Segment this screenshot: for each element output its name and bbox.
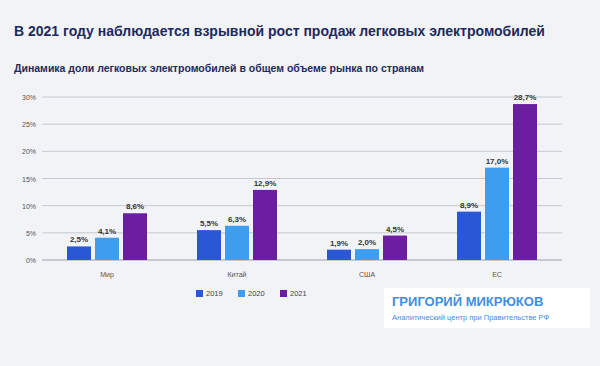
bar bbox=[67, 246, 91, 260]
data-label: 8,9% bbox=[460, 201, 478, 210]
tick-label: 10% bbox=[22, 203, 36, 210]
data-label: 6,3% bbox=[228, 215, 246, 224]
bar bbox=[95, 238, 119, 260]
grid-line bbox=[42, 124, 562, 125]
title: В 2021 году наблюдается взрывной рост пр… bbox=[14, 23, 545, 39]
grid-line bbox=[42, 260, 562, 261]
legend-label: 2020 bbox=[248, 289, 265, 298]
legend-label: 2021 bbox=[290, 289, 307, 298]
category-label: Китай bbox=[228, 271, 247, 278]
tick-label: 25% bbox=[22, 121, 36, 128]
tick-label: 15% bbox=[22, 176, 36, 183]
data-label: 2,0% bbox=[358, 238, 376, 247]
category-label: ЕС bbox=[492, 271, 502, 278]
bar bbox=[123, 213, 147, 260]
annotation: Аналитический центр при Правительстве РФ bbox=[392, 313, 550, 322]
bar bbox=[457, 212, 481, 260]
grid-line bbox=[42, 178, 562, 179]
legend-swatch bbox=[280, 290, 287, 297]
data-label: 4,5% bbox=[386, 225, 404, 234]
legend-label: 2019 bbox=[206, 289, 223, 298]
bar bbox=[485, 168, 509, 260]
grid-line bbox=[42, 205, 562, 206]
category-label: США bbox=[359, 271, 375, 278]
annotation: ГРИГОРИЙ МИКРЮКОВ bbox=[392, 294, 543, 309]
grid-line bbox=[42, 232, 562, 233]
data-label: 8,6% bbox=[126, 202, 144, 211]
grid-line bbox=[42, 97, 562, 98]
bar bbox=[225, 226, 249, 260]
chart: В 2021 году наблюдается взрывной рост пр… bbox=[0, 0, 600, 366]
legend-swatch bbox=[196, 290, 203, 297]
data-label: 4,1% bbox=[98, 227, 116, 236]
legend-swatch bbox=[238, 290, 245, 297]
bar bbox=[327, 250, 351, 260]
data-label: 5,5% bbox=[200, 219, 218, 228]
bar bbox=[253, 190, 277, 260]
data-label: 2,5% bbox=[70, 235, 88, 244]
tick-label: 20% bbox=[22, 148, 36, 155]
grid-line bbox=[42, 151, 562, 152]
tick-label: 30% bbox=[22, 94, 36, 101]
bar bbox=[355, 249, 379, 260]
background bbox=[0, 0, 600, 366]
data-label: 28,7% bbox=[514, 93, 537, 102]
subtitle: Динамика доли легковых электромобилей в … bbox=[14, 62, 424, 74]
data-label: 1,9% bbox=[330, 239, 348, 248]
bar bbox=[383, 236, 407, 260]
category-label: Мир bbox=[100, 271, 114, 279]
bar bbox=[513, 104, 537, 260]
data-label: 17,0% bbox=[486, 157, 509, 166]
tick-label: 0% bbox=[26, 257, 36, 264]
tick-label: 5% bbox=[26, 230, 36, 237]
bar bbox=[197, 230, 221, 260]
data-label: 12,9% bbox=[254, 179, 277, 188]
bars bbox=[67, 104, 537, 260]
annotation-box bbox=[384, 288, 590, 328]
